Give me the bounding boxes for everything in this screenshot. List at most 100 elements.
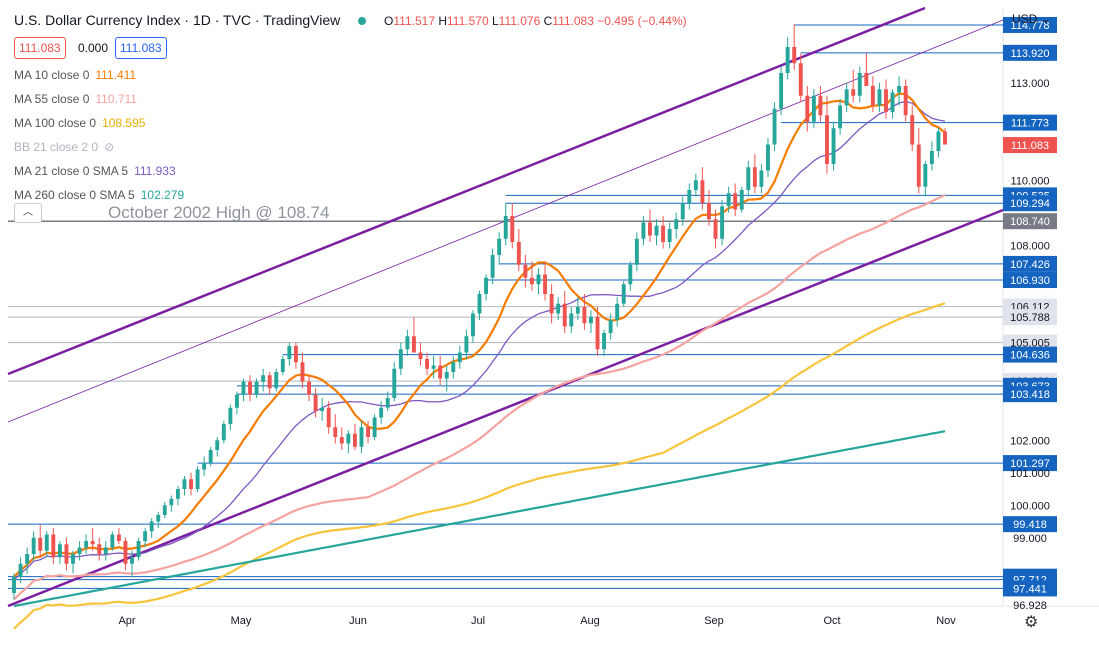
- candle-body: [759, 170, 764, 187]
- open-value: 111.517: [393, 14, 435, 28]
- indicator-ma10[interactable]: MA 10 close 0 111.411: [14, 68, 137, 82]
- market-status-icon: [358, 17, 367, 26]
- gear-icon[interactable]: ⚙: [1024, 614, 1039, 631]
- candle-body: [97, 544, 102, 554]
- candle-body: [18, 563, 23, 577]
- chart-annotation: October 2002 High @ 108.74: [108, 203, 330, 222]
- candle-body: [274, 372, 279, 389]
- candle-body: [385, 398, 390, 408]
- indicator-ma260[interactable]: MA 260 close 0 SMA 5 102.279: [14, 188, 185, 202]
- price-tick-label: 97.441: [1013, 583, 1047, 595]
- candle-body: [44, 534, 49, 551]
- candle-body: [700, 180, 705, 203]
- price-label-box: [1003, 272, 1057, 289]
- candle-body: [667, 229, 672, 242]
- candle-body: [202, 463, 207, 470]
- indicator-bb21[interactable]: BB 21 close 2 0 ⊘: [14, 140, 115, 154]
- candle-body: [136, 541, 141, 558]
- candle-body: [497, 238, 502, 255]
- candle-body: [864, 73, 869, 86]
- close-value: 111.083: [552, 14, 594, 28]
- candle-body: [785, 47, 790, 73]
- price-tick-label: 109.294: [1010, 198, 1050, 210]
- candle-body: [569, 313, 574, 327]
- currency-dropdown[interactable]: USD ⌄: [1012, 12, 1051, 26]
- candle-body: [936, 131, 941, 151]
- candle-body: [84, 541, 89, 548]
- candle-body: [831, 128, 836, 164]
- change-value: −0.495 (−0.44%): [597, 14, 687, 28]
- candle-body: [556, 303, 561, 314]
- price-tick-label: 111.083: [1011, 140, 1049, 152]
- price-tick-label: 99.418: [1013, 519, 1047, 531]
- candle-body: [457, 352, 462, 363]
- candle-body: [792, 47, 797, 64]
- candle-body: [379, 407, 384, 418]
- ma55-line: [13, 194, 946, 601]
- price-tick-label: 105.788: [1010, 312, 1050, 324]
- candle-body: [320, 407, 325, 411]
- candle-body: [267, 375, 272, 389]
- ma100-line: [13, 302, 946, 630]
- candle-body: [851, 89, 856, 96]
- candle-body: [307, 381, 311, 395]
- time-tick-label: Aug: [580, 615, 600, 627]
- candle-body: [929, 151, 934, 164]
- candle-body: [293, 346, 298, 363]
- hidden-eye-icon[interactable]: ⊘: [104, 140, 115, 154]
- channel-upper-line: [7, 6, 926, 376]
- candle-body: [516, 242, 521, 265]
- candle-body: [857, 73, 862, 96]
- price-label-box: [1003, 195, 1057, 212]
- candle-body: [943, 131, 947, 145]
- ma260-line: [13, 430, 946, 608]
- candle-body: [241, 381, 246, 395]
- candle-body: [811, 95, 816, 122]
- candle-body: [595, 316, 600, 350]
- time-tick-label: May: [231, 615, 252, 627]
- buy-price-button[interactable]: 111.083: [115, 37, 167, 59]
- candle-body: [720, 206, 725, 239]
- candle-body: [680, 203, 685, 220]
- candle-body: [838, 105, 843, 129]
- candle-body: [189, 479, 193, 489]
- time-tick-label: Jul: [471, 615, 485, 627]
- candle-body: [392, 368, 397, 398]
- price-label-box: [1003, 255, 1057, 272]
- price-tick-label: 102.000: [1010, 435, 1050, 447]
- candle-body: [425, 359, 430, 369]
- indicator-ma55[interactable]: MA 55 close 0 110.711: [14, 92, 137, 106]
- candle-body: [261, 375, 266, 382]
- candle-body: [549, 294, 554, 314]
- candle-body: [602, 333, 607, 350]
- candle-body: [359, 427, 364, 447]
- price-tick-label: 103.418: [1010, 389, 1050, 401]
- candle-body: [923, 164, 928, 187]
- candle-body: [634, 238, 639, 265]
- candle-body: [477, 294, 482, 314]
- price-label-box: [1003, 516, 1057, 533]
- candle-body: [438, 365, 443, 379]
- price-tick-label: 99.000: [1013, 533, 1047, 545]
- indicator-ma21[interactable]: MA 21 close 0 SMA 5 111.933: [14, 164, 176, 178]
- indicator-ma100[interactable]: MA 100 close 0 108.595: [14, 116, 146, 130]
- ma10-line: [13, 92, 946, 578]
- candle-body: [752, 167, 757, 187]
- candle-body: [713, 219, 718, 239]
- candle-body: [529, 277, 534, 285]
- candle-body: [182, 479, 187, 489]
- candle-body: [589, 316, 593, 324]
- candle-body: [693, 180, 698, 190]
- candle-body: [844, 89, 849, 106]
- collapse-legend-button[interactable]: ︿: [14, 203, 42, 223]
- candle-body: [661, 225, 666, 242]
- channel-lower-line: [7, 208, 1004, 608]
- sell-price-button[interactable]: 111.083: [14, 37, 66, 59]
- time-tick-label: Jun: [349, 615, 367, 627]
- candle-body: [366, 427, 370, 437]
- price-tick-label: 108.000: [1010, 240, 1050, 252]
- candle-body: [162, 505, 167, 515]
- price-label-box: [1003, 44, 1057, 61]
- candle-body: [536, 274, 541, 285]
